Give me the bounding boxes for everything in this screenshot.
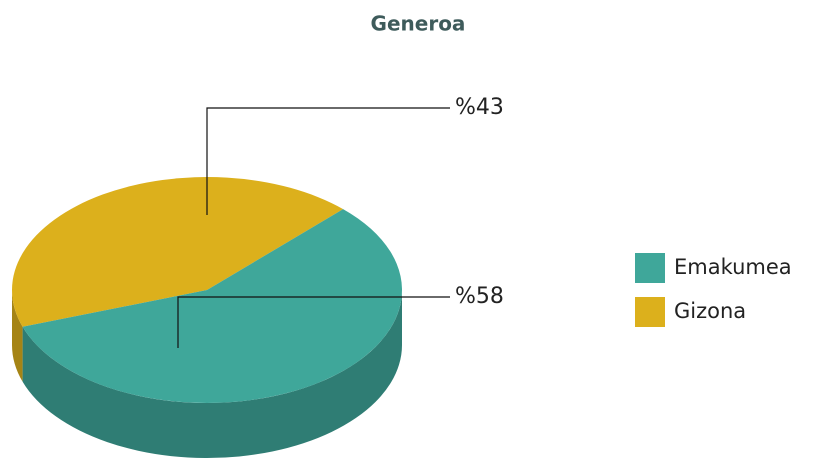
slice-side — [22, 290, 403, 459]
leader-line — [177, 296, 450, 348]
legend-label: Emakumea — [674, 255, 792, 279]
pie: %58 %43 — [11, 95, 504, 459]
slice — [11, 176, 344, 327]
legend: Emakumea Gizona — [635, 253, 792, 327]
legend-swatch — [635, 297, 665, 327]
data-label: %58 — [455, 284, 504, 309]
data-label: %43 — [455, 95, 504, 120]
leader-line — [206, 107, 450, 215]
legend-swatch — [635, 253, 665, 283]
legend-label: Gizona — [674, 299, 746, 323]
chart-title: Generoa — [371, 12, 466, 36]
slice — [22, 209, 402, 404]
slice-side — [12, 290, 23, 382]
